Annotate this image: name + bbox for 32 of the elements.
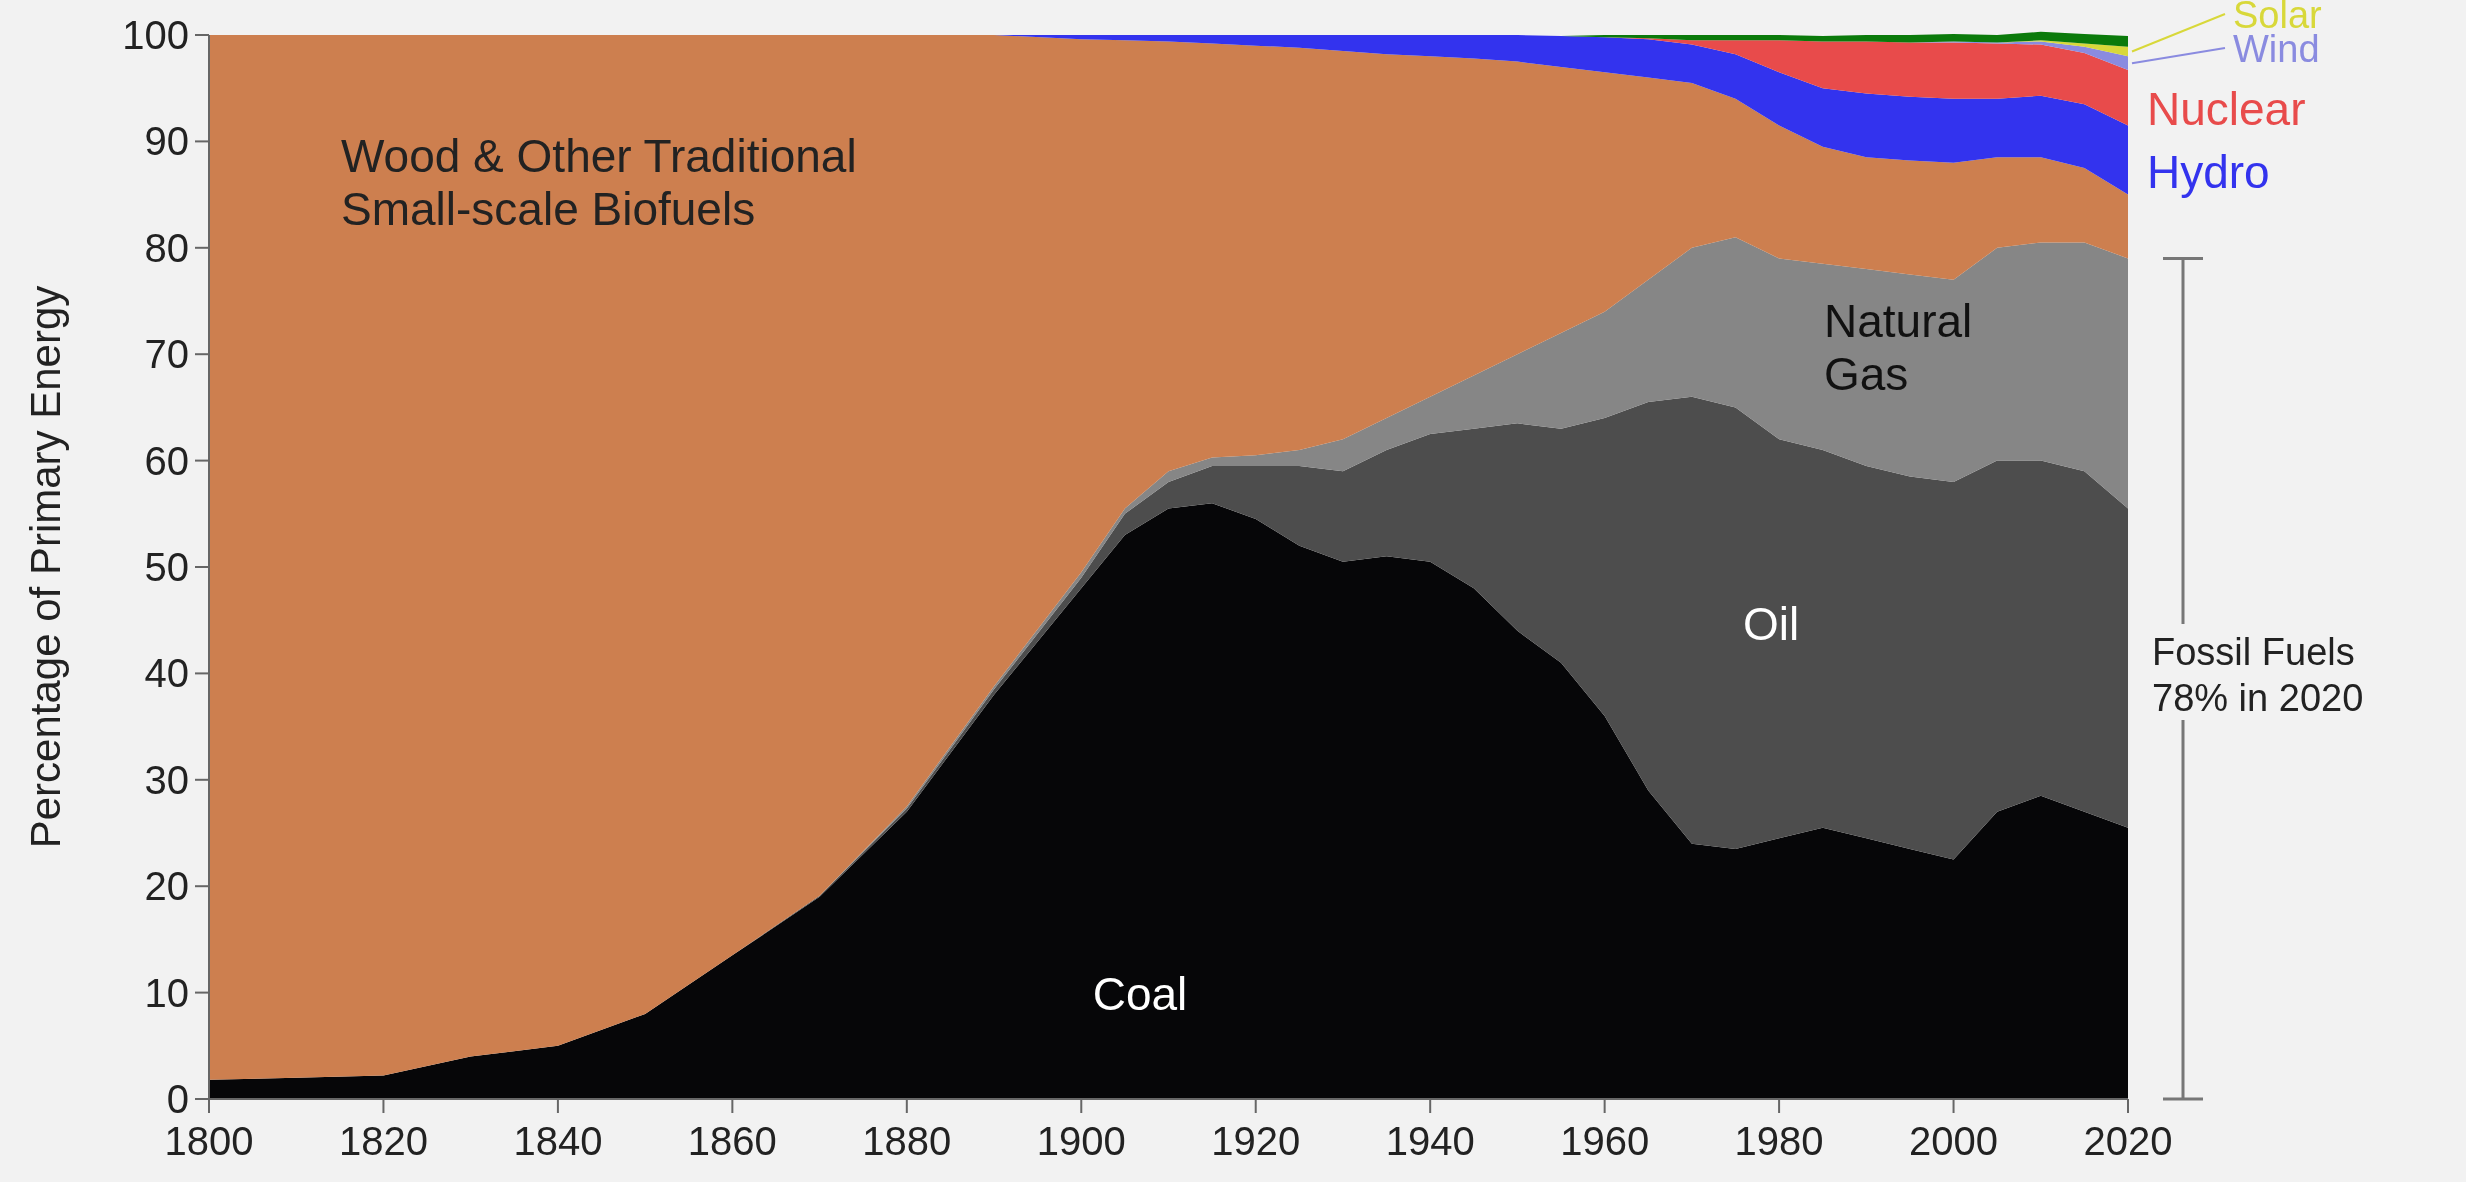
y-tick-label: 50 xyxy=(144,545,189,589)
x-tick-label: 2020 xyxy=(2083,1119,2173,1163)
x-tick-label: 2000 xyxy=(1909,1119,1999,1163)
y-tick-label: 80 xyxy=(144,225,189,270)
y-tick-label: 40 xyxy=(144,651,189,696)
series-label: Natural Gas xyxy=(1824,295,1973,400)
x-tick-label: 1860 xyxy=(687,1119,777,1163)
y-tick-label: 60 xyxy=(144,438,189,483)
x-tick-label: 1940 xyxy=(1385,1119,1475,1163)
y-axis-title: Percentage of Primary Energy xyxy=(22,285,69,849)
series-label: Oil xyxy=(1742,598,1800,650)
y-tick-label: 0 xyxy=(166,1077,189,1121)
y-tick-label: 20 xyxy=(144,864,189,909)
series-label: Wood & Other Traditional Small-scale Biofuels xyxy=(341,130,857,235)
text: Fossil Fuels 78% in 2020 xyxy=(2152,631,2364,719)
y-tick-label: 70 xyxy=(144,332,189,377)
x-tick-label: 1900 xyxy=(1036,1119,1126,1163)
series-label: Hydro xyxy=(2147,146,2270,198)
x-tick-label: 1920 xyxy=(1211,1119,1301,1163)
y-tick-label: 90 xyxy=(144,119,189,164)
x-tick-label: 1980 xyxy=(1734,1119,1824,1163)
series-label: Coal xyxy=(1092,968,1188,1020)
y-tick-label: 10 xyxy=(144,970,189,1015)
y-tick-label: 100 xyxy=(122,13,189,57)
legend-label: Wind xyxy=(2233,28,2320,70)
series-label: Nuclear xyxy=(2147,83,2306,135)
x-tick-label: 1880 xyxy=(862,1119,952,1163)
y-tick-label: 30 xyxy=(144,757,189,802)
x-tick-label: 1820 xyxy=(338,1119,428,1163)
x-tick-label: 1800 xyxy=(164,1119,254,1163)
x-tick-label: 1840 xyxy=(513,1119,603,1163)
x-tick-label: 1960 xyxy=(1560,1119,1650,1163)
